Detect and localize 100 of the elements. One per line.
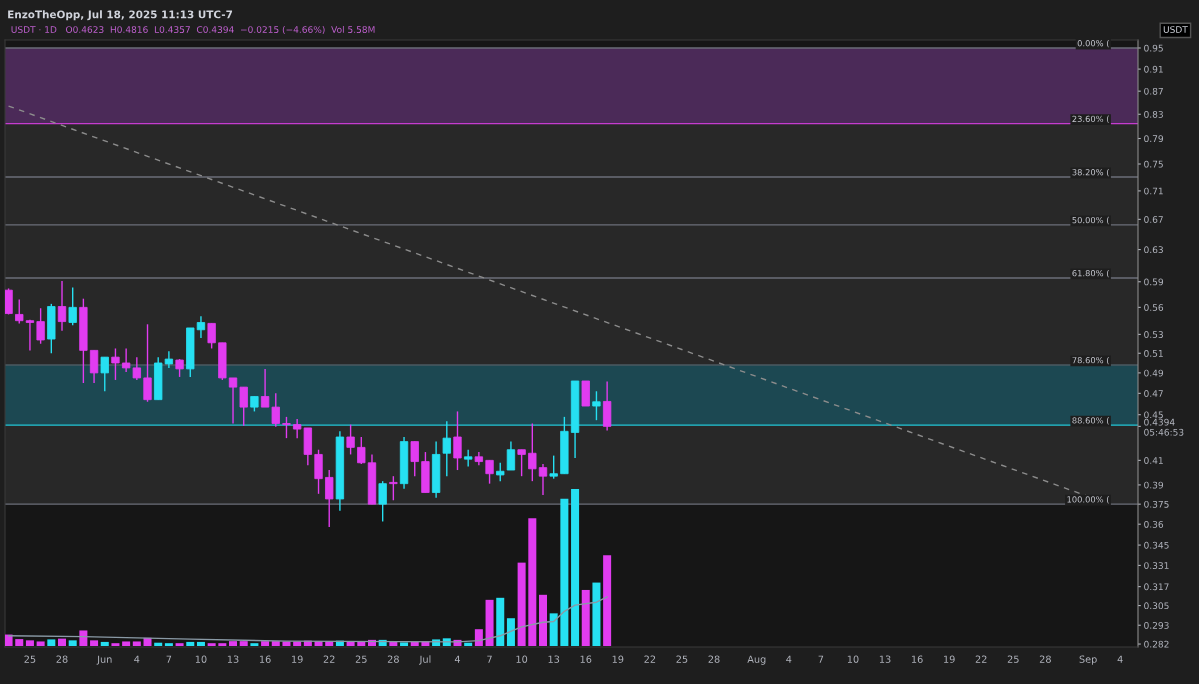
x-tick-label: 7 bbox=[487, 655, 492, 663]
x-tick-label: 13 bbox=[548, 655, 560, 663]
bar bbox=[25, 640, 34, 646]
x-tick-label: Sep bbox=[1079, 655, 1097, 665]
y-tick-label: 0.49 bbox=[1144, 369, 1164, 377]
bar bbox=[485, 599, 494, 646]
y-tick-label: 0.79 bbox=[1144, 135, 1164, 143]
candlestick bbox=[207, 322, 216, 350]
bar bbox=[58, 638, 67, 646]
candlestick bbox=[15, 298, 24, 325]
candlestick bbox=[485, 459, 494, 485]
candlestick bbox=[57, 280, 67, 332]
bar bbox=[239, 641, 248, 646]
candlestick bbox=[260, 368, 270, 408]
y-tick-label: 0.53 bbox=[1144, 331, 1163, 338]
y-tick-label: 0.282 bbox=[1144, 640, 1169, 648]
y-tick-label: 0.51 bbox=[1144, 349, 1163, 357]
y-tick-label: 0.36 bbox=[1144, 520, 1164, 528]
y-tick-label: 0.67 bbox=[1144, 216, 1163, 223]
x-tick-label: 10 bbox=[516, 655, 528, 663]
candlestick bbox=[528, 422, 537, 482]
bar bbox=[68, 640, 77, 646]
x-tick-label: Aug bbox=[747, 655, 766, 665]
y-tick-label: 0.91 bbox=[1144, 65, 1163, 73]
x-tick-label: 22 bbox=[975, 655, 987, 663]
x-tick-label: 19 bbox=[612, 655, 624, 663]
annotation: 0.00% ( bbox=[1077, 39, 1109, 48]
bar bbox=[581, 589, 590, 646]
x-tick-label: 7 bbox=[166, 655, 172, 663]
bar bbox=[229, 641, 238, 646]
y-tick-label: 0.39 bbox=[1144, 481, 1164, 489]
bar bbox=[603, 555, 612, 646]
annotation: 100.00% ( bbox=[1067, 496, 1109, 504]
candlestick bbox=[592, 390, 601, 421]
annotation: 50.00% ( bbox=[1072, 216, 1109, 225]
y-tick-label: 0.75 bbox=[1144, 160, 1163, 168]
bar bbox=[175, 643, 184, 646]
bar bbox=[549, 613, 558, 646]
candlestick bbox=[538, 463, 548, 496]
x-tick-label: 16 bbox=[911, 655, 923, 663]
y-tick-label: 0.87 bbox=[1144, 87, 1163, 95]
y-tick-label: 0.71 bbox=[1144, 187, 1163, 195]
bar bbox=[592, 582, 601, 646]
candlestick bbox=[549, 454, 558, 480]
candlestick bbox=[196, 315, 206, 339]
x-tick-label: 4 bbox=[1117, 655, 1123, 663]
x-tick-label: 25 bbox=[676, 655, 688, 663]
x-tick-label: 13 bbox=[879, 655, 891, 663]
x-tick-label: Jul bbox=[419, 655, 431, 665]
bar bbox=[186, 641, 195, 646]
annotation: 38.20% ( bbox=[1072, 168, 1109, 177]
x-tick-label: 10 bbox=[195, 655, 207, 663]
bar bbox=[261, 641, 270, 646]
y-tick-label: 0.95 bbox=[1144, 44, 1163, 52]
x-tick-label: 22 bbox=[323, 655, 335, 663]
bar bbox=[464, 642, 473, 646]
candlestick bbox=[453, 410, 462, 471]
bar bbox=[47, 639, 56, 646]
x-tick-label: Jun bbox=[96, 655, 112, 665]
y-tick-label: 0.56 bbox=[1144, 304, 1164, 311]
candlestick bbox=[346, 423, 355, 456]
bar bbox=[164, 643, 173, 646]
x-tick-label: 19 bbox=[944, 655, 955, 663]
bar bbox=[474, 629, 483, 646]
candlestick bbox=[506, 440, 516, 471]
candlestick bbox=[25, 319, 35, 352]
bar bbox=[79, 630, 88, 646]
candlestick bbox=[111, 347, 120, 381]
candlestick bbox=[410, 440, 419, 477]
y-tick-label: 0.41 bbox=[1144, 457, 1163, 464]
bar bbox=[571, 489, 580, 646]
candlestick bbox=[143, 323, 152, 403]
bar bbox=[389, 641, 398, 646]
y-tick-label: 0.4394 05:46:53 bbox=[1144, 418, 1184, 436]
bar bbox=[538, 594, 548, 646]
bar bbox=[15, 639, 24, 646]
candlestick bbox=[89, 349, 99, 384]
y-tick-label: 0.45 bbox=[1144, 411, 1163, 419]
x-tick-label: 4 bbox=[786, 655, 792, 663]
y-tick-label: 0.331 bbox=[1144, 562, 1169, 569]
candlestick bbox=[36, 307, 45, 345]
bar bbox=[111, 643, 120, 646]
chart-title: EnzoTheOpp, Jul 18, 2025 11:13 UTC-7 bbox=[8, 10, 233, 21]
bar bbox=[122, 641, 131, 646]
y-axis-title: USDT bbox=[1163, 26, 1188, 33]
bar bbox=[400, 642, 409, 646]
candlestick bbox=[239, 386, 248, 427]
candlestick bbox=[389, 475, 398, 501]
x-tick-label: 13 bbox=[227, 655, 239, 663]
y-tick-label: 0.47 bbox=[1144, 390, 1163, 397]
annotation: 88.60% ( bbox=[1072, 417, 1109, 425]
candlestick bbox=[517, 449, 526, 477]
candlestick bbox=[325, 469, 334, 528]
candlestick bbox=[5, 287, 13, 316]
bar bbox=[132, 641, 141, 646]
x-tick-label: 7 bbox=[818, 655, 824, 663]
candlestick bbox=[357, 436, 366, 465]
candlestick bbox=[464, 449, 473, 468]
y-tick-label: 0.345 bbox=[1144, 541, 1169, 549]
bar bbox=[36, 641, 45, 646]
